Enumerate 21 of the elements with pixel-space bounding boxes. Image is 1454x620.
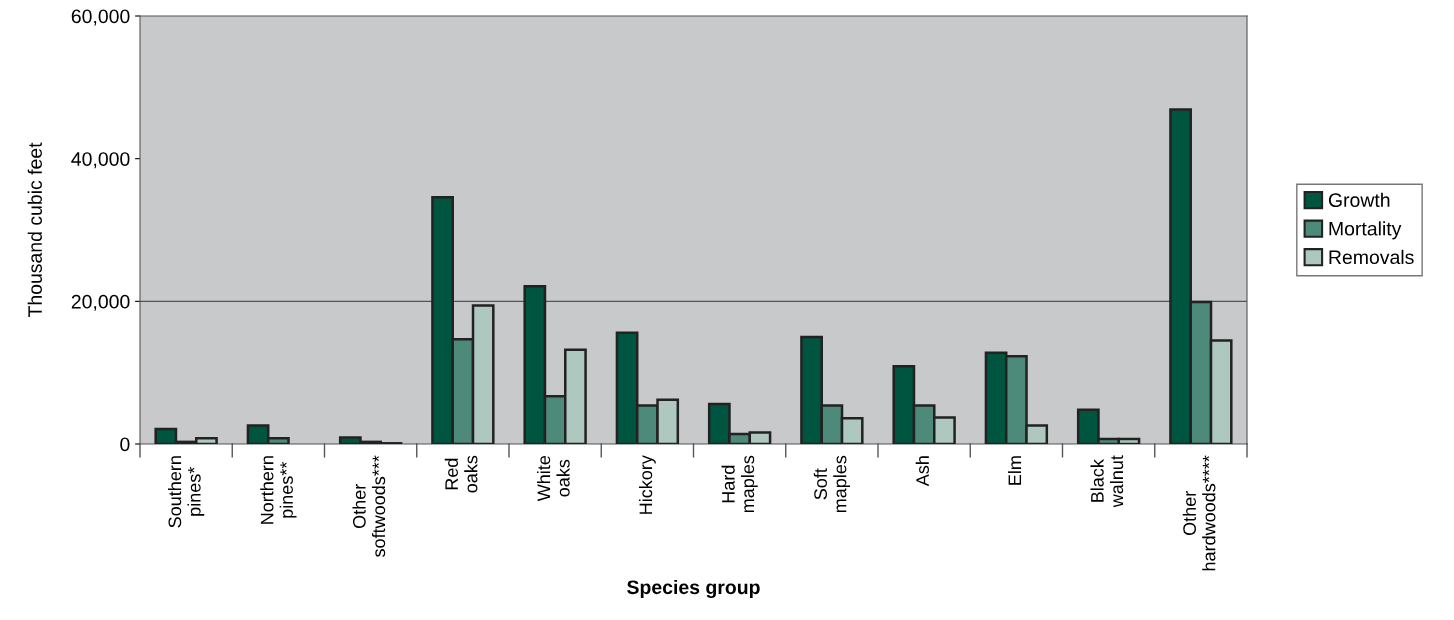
x-tick-label: Elm: [1007, 456, 1022, 485]
x-tick-label: Southern pines*: [167, 456, 205, 528]
y-tick-label: 20,000: [71, 294, 130, 311]
x-axis-title: Species group: [627, 579, 760, 599]
y-axis-title: Thousand cubic feet: [27, 142, 42, 318]
x-tick-label: Red oaks: [444, 455, 478, 493]
legend-label: Removals: [1329, 249, 1414, 265]
x-tick-label: Hard maples: [721, 455, 758, 513]
legend-label: Mortality: [1329, 221, 1402, 240]
x-tick-label: Other hardwoods****: [1182, 455, 1216, 571]
y-tick-label: 0: [120, 437, 130, 452]
y-tick-label: 60,000: [71, 9, 130, 26]
legend-label: Growth: [1328, 192, 1390, 208]
x-tick-label: White oaks: [536, 455, 570, 502]
x-tick-label: Black walnut: [1090, 455, 1124, 508]
x-tick-label: Hickory: [638, 455, 656, 514]
x-tick-label: Soft maples: [813, 455, 851, 513]
y-tick-label: 40,000: [71, 152, 130, 169]
x-tick-label: Ash: [915, 456, 929, 487]
x-tick-label: Other softwoods***: [352, 455, 386, 557]
x-tick-label: Northern pines**: [260, 456, 297, 524]
